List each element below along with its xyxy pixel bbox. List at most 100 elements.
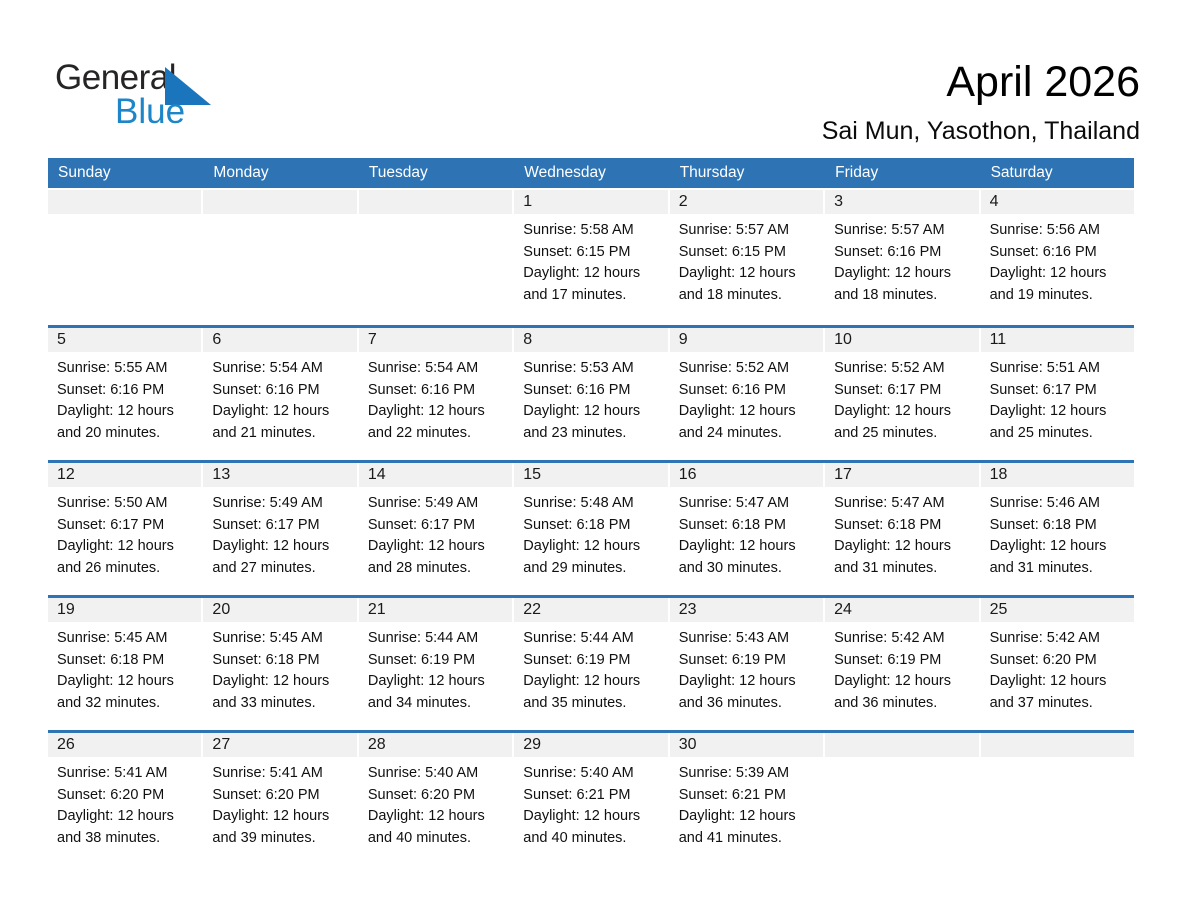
day-info: Sunrise: 5:53 AM Sunset: 6:16 PM Dayligh… xyxy=(514,352,667,444)
sunrise-text: Sunrise: 5:44 AM xyxy=(523,630,634,646)
daylight-hours-text: Daylight: 12 hours xyxy=(523,538,641,555)
day-number-band: 29 xyxy=(514,733,668,757)
sunset-text: Sunset: 6:17 PM xyxy=(834,381,942,398)
daylight-minutes-text: and 40 minutes. xyxy=(523,829,627,846)
sunrise-text: Sunrise: 5:40 AM xyxy=(523,765,634,781)
day-number: 21 xyxy=(367,601,386,618)
sunrise-text: Sunrise: 5:41 AM xyxy=(212,765,323,781)
week-row: 12 Sunrise: 5:50 AM Sunset: 6:17 PM Dayl… xyxy=(48,460,1134,595)
day-number: 7 xyxy=(367,331,377,348)
day-cell: 5 Sunrise: 5:55 AM Sunset: 6:16 PM Dayli… xyxy=(48,328,202,460)
day-cell: 29 Sunrise: 5:40 AM Sunset: 6:21 PM Dayl… xyxy=(514,733,668,865)
day-info: Sunrise: 5:44 AM Sunset: 6:19 PM Dayligh… xyxy=(514,622,667,714)
day-info: Sunrise: 5:58 AM Sunset: 6:15 PM Dayligh… xyxy=(514,214,667,306)
sunrise-text: Sunrise: 5:45 AM xyxy=(212,630,323,646)
sunset-text: Sunset: 6:16 PM xyxy=(212,381,320,398)
daylight-minutes-text: and 25 minutes. xyxy=(989,424,1093,441)
day-info: Sunrise: 5:44 AM Sunset: 6:19 PM Dayligh… xyxy=(359,622,512,714)
day-number-band: 20 xyxy=(203,598,357,622)
day-info xyxy=(359,214,512,220)
sunset-text: Sunset: 6:17 PM xyxy=(989,381,1097,398)
day-number-band: 12 xyxy=(48,463,202,487)
day-cell: 22 Sunrise: 5:44 AM Sunset: 6:19 PM Dayl… xyxy=(514,598,668,730)
sunrise-text: Sunrise: 5:49 AM xyxy=(367,495,479,511)
day-cell: 1 Sunrise: 5:58 AM Sunset: 6:15 PM Dayli… xyxy=(514,190,668,325)
day-number-band xyxy=(358,190,513,214)
day-number: 18 xyxy=(989,466,1008,483)
sunset-text: Sunset: 6:16 PM xyxy=(57,381,165,398)
day-info: Sunrise: 5:50 AM Sunset: 6:17 PM Dayligh… xyxy=(48,487,201,579)
sunrise-text: Sunrise: 5:47 AM xyxy=(678,495,790,511)
day-cell: 18 Sunrise: 5:46 AM Sunset: 6:18 PM Dayl… xyxy=(980,463,1134,595)
sunset-text: Sunset: 6:19 PM xyxy=(523,651,631,668)
day-cell: 27 Sunrise: 5:41 AM Sunset: 6:20 PM Dayl… xyxy=(203,733,357,865)
sunrise-text: Sunrise: 5:42 AM xyxy=(989,630,1100,646)
daylight-hours-text: Daylight: 12 hours xyxy=(989,403,1107,420)
day-number-band: 13 xyxy=(203,463,357,487)
day-number: 15 xyxy=(523,466,542,483)
day-info: Sunrise: 5:52 AM Sunset: 6:16 PM Dayligh… xyxy=(670,352,823,444)
day-cell: 30 Sunrise: 5:39 AM Sunset: 6:21 PM Dayl… xyxy=(669,733,824,865)
month-title: April 2026 xyxy=(946,58,1140,106)
day-cell: 17 Sunrise: 5:47 AM Sunset: 6:18 PM Dayl… xyxy=(825,463,979,595)
daylight-minutes-text: and 21 minutes. xyxy=(212,424,316,441)
daylight-hours-text: Daylight: 12 hours xyxy=(523,403,641,420)
daylight-hours-text: Daylight: 12 hours xyxy=(57,403,174,420)
day-cell: 10 Sunrise: 5:52 AM Sunset: 6:17 PM Dayl… xyxy=(825,328,979,460)
sunrise-text: Sunrise: 5:57 AM xyxy=(678,222,790,238)
daylight-minutes-text: and 24 minutes. xyxy=(678,424,782,441)
weekday-header-cell: Saturday xyxy=(990,164,1053,181)
day-number: 24 xyxy=(834,601,852,618)
daylight-hours-text: Daylight: 12 hours xyxy=(57,808,174,825)
sunset-text: Sunset: 6:21 PM xyxy=(678,786,786,803)
day-number: 16 xyxy=(678,466,697,483)
day-cell: 2 Sunrise: 5:57 AM Sunset: 6:15 PM Dayli… xyxy=(669,190,824,325)
sunset-text: Sunset: 6:19 PM xyxy=(678,651,786,668)
day-cell: 11 Sunrise: 5:51 AM Sunset: 6:17 PM Dayl… xyxy=(980,328,1134,460)
day-number-band: 19 xyxy=(48,598,202,622)
day-info: Sunrise: 5:45 AM Sunset: 6:18 PM Dayligh… xyxy=(203,622,356,714)
sunset-text: Sunset: 6:16 PM xyxy=(367,381,476,398)
sunset-text: Sunset: 6:17 PM xyxy=(57,516,165,533)
day-number: 6 xyxy=(212,331,222,348)
daylight-minutes-text: and 32 minutes. xyxy=(57,694,161,711)
sunset-text: Sunset: 6:15 PM xyxy=(678,243,786,260)
day-number: 10 xyxy=(834,331,852,348)
sunrise-text: Sunrise: 5:52 AM xyxy=(834,360,945,376)
day-info: Sunrise: 5:43 AM Sunset: 6:19 PM Dayligh… xyxy=(670,622,823,714)
daylight-minutes-text: and 20 minutes. xyxy=(57,424,161,441)
day-number: 4 xyxy=(989,193,999,210)
day-number-band: 15 xyxy=(514,463,668,487)
day-info xyxy=(825,757,978,763)
day-info: Sunrise: 5:47 AM Sunset: 6:18 PM Dayligh… xyxy=(825,487,978,579)
day-cell: 13 Sunrise: 5:49 AM Sunset: 6:17 PM Dayl… xyxy=(203,463,357,595)
daylight-minutes-text: and 19 minutes. xyxy=(989,286,1093,303)
location-subtitle: Sai Mun, Yasothon, Thailand xyxy=(821,117,1140,145)
daylight-hours-text: Daylight: 12 hours xyxy=(678,403,796,420)
day-info: Sunrise: 5:47 AM Sunset: 6:18 PM Dayligh… xyxy=(670,487,823,579)
weekday-header-cell: Thursday xyxy=(679,164,745,181)
weekday-header-cell: Friday xyxy=(835,164,879,181)
sunset-text: Sunset: 6:19 PM xyxy=(834,651,942,668)
day-number-band xyxy=(980,733,1134,757)
weekday-header-row: Sunday Monday Tuesday Wednesday Thursday Frid… xyxy=(48,158,1134,188)
day-cell: 15 Sunrise: 5:48 AM Sunset: 6:18 PM Dayl… xyxy=(514,463,668,595)
daylight-minutes-text: and 25 minutes. xyxy=(834,424,938,441)
day-number-band: 26 xyxy=(48,733,202,757)
sunrise-text: Sunrise: 5:44 AM xyxy=(367,630,479,646)
sunrise-text: Sunrise: 5:43 AM xyxy=(678,630,790,646)
day-info: Sunrise: 5:39 AM Sunset: 6:21 PM Dayligh… xyxy=(670,757,823,849)
sunset-text: Sunset: 6:16 PM xyxy=(989,243,1097,260)
sunset-text: Sunset: 6:18 PM xyxy=(678,516,786,533)
daylight-minutes-text: and 17 minutes. xyxy=(523,286,627,303)
day-number: 12 xyxy=(57,466,75,483)
day-number-band: 5 xyxy=(48,328,202,352)
sunrise-text: Sunrise: 5:48 AM xyxy=(523,495,634,511)
daylight-minutes-text: and 36 minutes. xyxy=(834,694,938,711)
day-cell: 8 Sunrise: 5:53 AM Sunset: 6:16 PM Dayli… xyxy=(514,328,668,460)
day-number-band xyxy=(203,190,357,214)
daylight-hours-text: Daylight: 12 hours xyxy=(57,673,174,690)
sunset-text: Sunset: 6:18 PM xyxy=(523,516,631,533)
daylight-hours-text: Daylight: 12 hours xyxy=(678,265,796,282)
sunset-text: Sunset: 6:15 PM xyxy=(523,243,631,260)
